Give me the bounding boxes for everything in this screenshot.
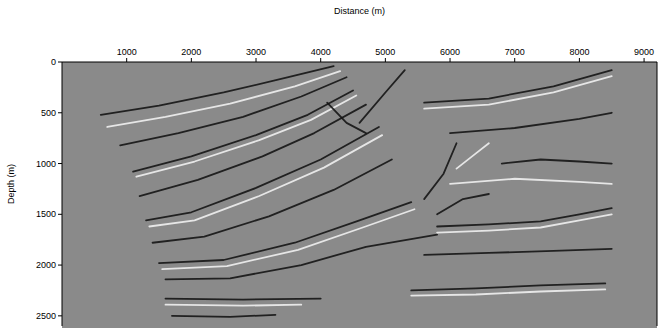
x-tick-label: 9000 xyxy=(634,47,654,57)
reflector xyxy=(424,249,612,255)
y-tick xyxy=(58,315,62,316)
x-tick xyxy=(256,58,257,62)
reflector xyxy=(457,143,489,168)
reflector xyxy=(437,214,612,232)
reflector xyxy=(327,103,366,133)
reflector xyxy=(136,96,356,177)
reflector xyxy=(424,70,612,103)
reflector xyxy=(424,76,612,108)
x-axis-line xyxy=(62,62,657,63)
y-axis-label: Depth (m) xyxy=(6,164,16,204)
x-tick xyxy=(450,58,451,62)
reflector xyxy=(107,71,340,127)
reflector xyxy=(450,179,612,184)
x-tick-label: 4000 xyxy=(311,47,331,57)
x-tick-label: 1000 xyxy=(117,47,137,57)
y-tick xyxy=(58,62,62,63)
reflector xyxy=(360,70,405,123)
chart-root: 1000 2000 3000 4000 5000 6000 7000 8000 9000 0 500… xyxy=(0,0,659,328)
reflector xyxy=(140,105,366,196)
y-axis-line xyxy=(62,62,63,326)
y-tick-label: 0 xyxy=(51,57,56,67)
reflector xyxy=(162,209,414,269)
x-tick xyxy=(644,58,645,62)
reflector xyxy=(101,66,334,115)
frame-right xyxy=(657,62,658,326)
reflector xyxy=(450,113,612,133)
x-tick xyxy=(320,58,321,62)
x-tick-label: 8000 xyxy=(569,47,589,57)
y-tick xyxy=(58,163,62,164)
plot-background xyxy=(62,62,657,328)
x-axis-label: Distance (m) xyxy=(334,6,385,16)
reflector xyxy=(165,235,437,280)
reflector xyxy=(437,194,489,214)
reflectors xyxy=(101,66,612,317)
reflector xyxy=(165,305,301,306)
x-tick-label: 7000 xyxy=(505,47,525,57)
reflector xyxy=(411,283,605,290)
x-tick-label: 3000 xyxy=(246,47,266,57)
y-tick xyxy=(58,112,62,113)
x-tick xyxy=(579,58,580,62)
reflector xyxy=(424,143,456,199)
reflector xyxy=(502,159,612,163)
reflector xyxy=(149,135,382,226)
reflector xyxy=(411,289,605,295)
x-tick-label: 2000 xyxy=(181,47,201,57)
reflector xyxy=(172,315,275,317)
x-tick-label: 6000 xyxy=(440,47,460,57)
y-tick-label: 2000 xyxy=(36,260,56,270)
reflector xyxy=(159,202,411,263)
reflector xyxy=(165,299,320,300)
y-tick-label: 1000 xyxy=(36,159,56,169)
y-tick xyxy=(58,214,62,215)
y-tick-label: 2500 xyxy=(36,311,56,321)
y-tick-label: 500 xyxy=(41,108,56,118)
x-tick xyxy=(514,58,515,62)
y-tick xyxy=(58,265,62,266)
y-tick-label: 1500 xyxy=(36,209,56,219)
reflector xyxy=(437,208,612,226)
x-tick xyxy=(385,58,386,62)
reflector xyxy=(146,127,379,220)
x-tick xyxy=(191,58,192,62)
x-tick-label: 5000 xyxy=(375,47,395,57)
x-tick xyxy=(126,58,127,62)
